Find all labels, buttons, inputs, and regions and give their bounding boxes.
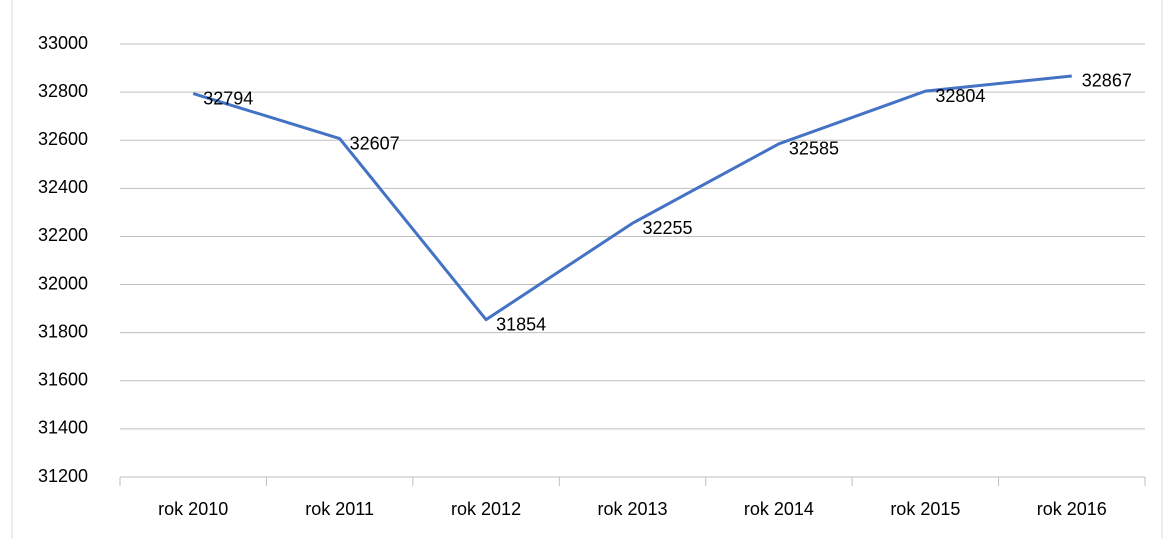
x-tick-label: rok 2011 <box>305 499 374 519</box>
x-tick-label: rok 2016 <box>1037 499 1107 519</box>
data-label: 32794 <box>203 88 253 108</box>
y-tick-label: 31400 <box>38 418 88 438</box>
y-tick-label: 32000 <box>38 273 88 293</box>
data-label: 31854 <box>496 314 546 334</box>
x-tick-label: rok 2013 <box>597 499 667 519</box>
y-tick-label: 32600 <box>38 129 88 149</box>
y-tick-label: 32800 <box>38 81 88 101</box>
y-tick-label: 31600 <box>38 370 88 390</box>
y-tick-label: 31800 <box>38 321 88 341</box>
data-label: 32804 <box>935 86 985 106</box>
x-tick-label: rok 2014 <box>744 499 814 519</box>
y-tick-label: 33000 <box>38 33 88 53</box>
x-tick-label: rok 2012 <box>451 499 521 519</box>
data-label: 32867 <box>1082 71 1132 91</box>
y-tick-label: 31200 <box>38 466 88 486</box>
line-series <box>192 74 1072 322</box>
x-tick-label: rok 2010 <box>158 499 228 519</box>
data-label: 32255 <box>643 218 693 238</box>
data-label: 32585 <box>789 139 839 159</box>
y-tick-label: 32400 <box>38 177 88 197</box>
x-tick-label: rok 2015 <box>890 499 960 519</box>
data-label: 32607 <box>350 133 400 153</box>
y-tick-label: 32200 <box>38 225 88 245</box>
